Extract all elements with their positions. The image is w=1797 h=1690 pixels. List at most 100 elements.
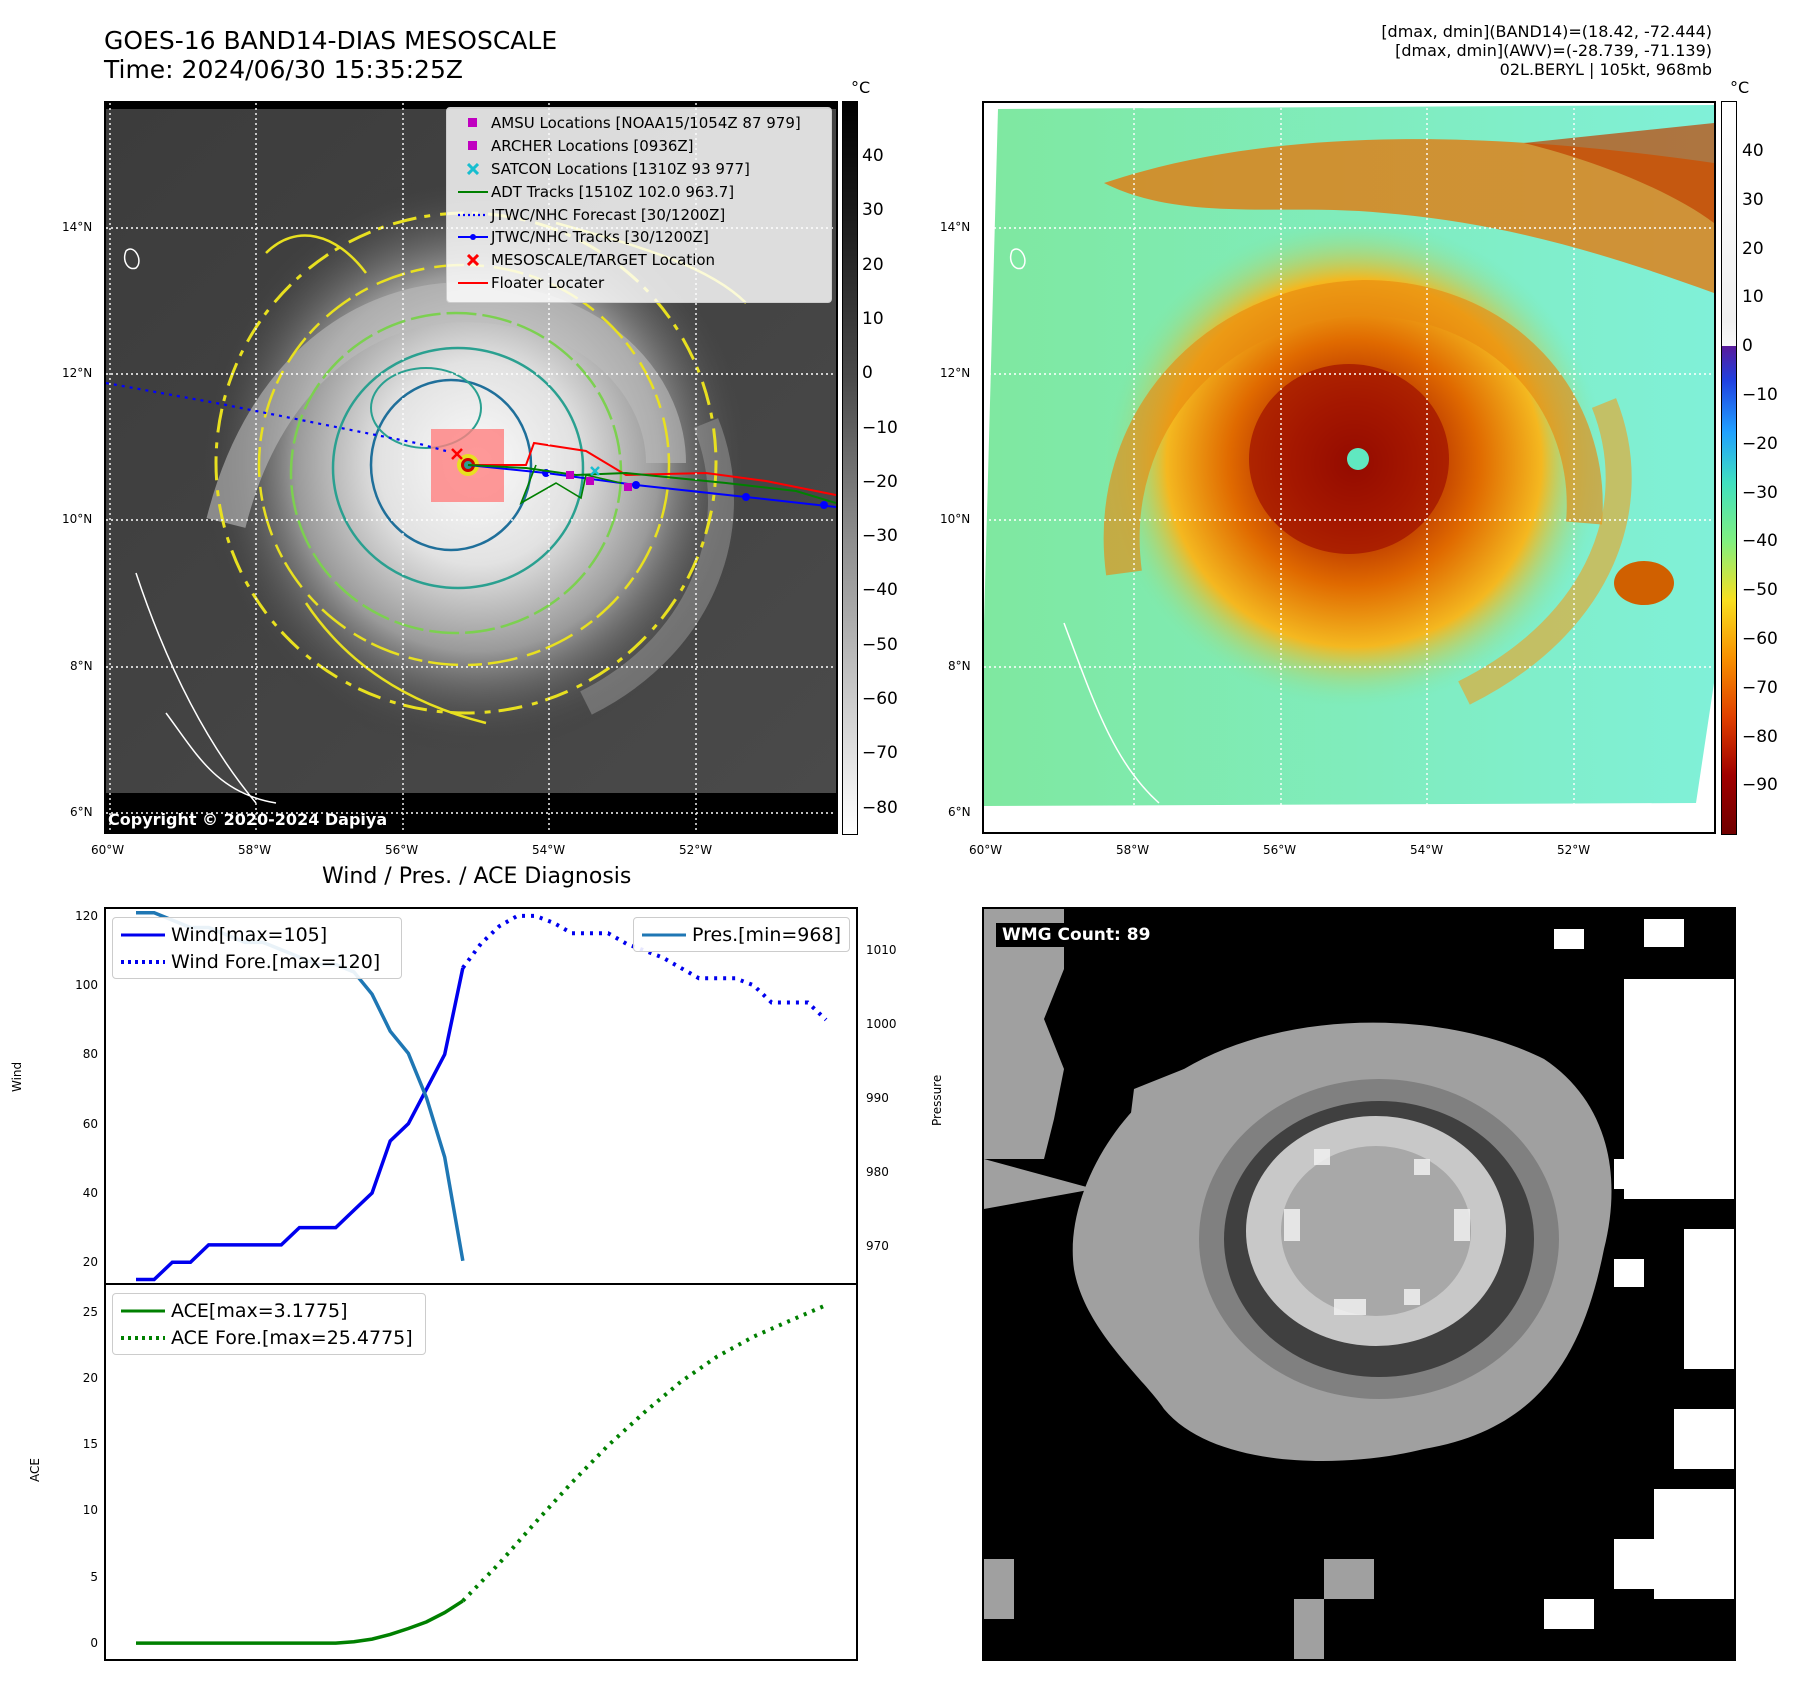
color-lon-label-56w: 56°W bbox=[1263, 843, 1297, 857]
gray-colorbar-tick: −50 bbox=[862, 634, 898, 655]
legend-wind: Wind[max=105] bbox=[121, 923, 328, 946]
gray-colorbar-tick: 0 bbox=[862, 363, 873, 384]
gray-colorbar-tick: 40 bbox=[862, 146, 884, 166]
color-lon-label-58w: 58°W bbox=[1116, 843, 1150, 857]
color-lon-label-52w: 52°W bbox=[1557, 843, 1591, 857]
gray-colorbar-tick: −40 bbox=[862, 580, 898, 601]
diagnosis-title: Wind / Pres. / ACE Diagnosis bbox=[322, 864, 632, 889]
ir-lat-label-12n: 12°N bbox=[62, 366, 93, 380]
color-colorbar-tick: −20 bbox=[1742, 433, 1778, 454]
color-colorbar-tick: −90 bbox=[1742, 775, 1778, 796]
gray-colorbar-unit: °C bbox=[851, 78, 871, 97]
ir-lat-label-8n: 8°N bbox=[70, 659, 93, 673]
wind-axis-tick: 100 bbox=[75, 978, 98, 993]
legend-archer: ARCHER Locations [0936Z] bbox=[455, 135, 823, 158]
ace-axis-tick: 15 bbox=[82, 1437, 98, 1452]
ace-axis-label: ACE bbox=[28, 1458, 42, 1482]
pressure-legend: Pres.[min=968] bbox=[633, 917, 850, 952]
wind-legend: Wind[max=105] Wind Fore.[max=120] bbox=[112, 917, 402, 979]
ace-axis-tick: 10 bbox=[82, 1503, 98, 1518]
gray-colorbar bbox=[842, 101, 858, 835]
title-time: Time: 2024/06/30 15:35:25Z bbox=[104, 55, 463, 84]
color-map-image bbox=[984, 103, 1714, 832]
wind-line bbox=[136, 967, 465, 1282]
color-colorbar-tick: 40 bbox=[1742, 141, 1764, 161]
wmg-image bbox=[984, 909, 1734, 1659]
pressure-axis-tick: 970 bbox=[866, 1238, 889, 1253]
legend-ace: ACE[max=3.1775] bbox=[121, 1299, 348, 1322]
ir-map-panel: AMSU Locations [NOAA15/1054Z 87 979] ARC… bbox=[104, 101, 838, 834]
color-gridlines bbox=[984, 103, 1714, 832]
pressure-axis-tick: 990 bbox=[866, 1090, 889, 1105]
wind-axis-label: Wind bbox=[10, 1061, 24, 1092]
color-lat-label-8n: 8°N bbox=[948, 659, 971, 673]
legend-floater: Floater Locater bbox=[458, 273, 605, 292]
copyright-label: Copyright © 2020-2024 Dapiya bbox=[108, 810, 388, 829]
color-colorbar-tick: −70 bbox=[1742, 677, 1778, 698]
legend-ace-forecast: ACE Fore.[max=25.4775] bbox=[121, 1326, 413, 1349]
pressure-axis-label: Pressure bbox=[930, 1074, 944, 1126]
ace-axis-tick: 25 bbox=[82, 1304, 98, 1319]
ir-lon-label-60w: 60°W bbox=[91, 843, 125, 857]
ir-lat-label-6n: 6°N bbox=[70, 805, 93, 819]
title-product: GOES-16 BAND14-DIAS MESOSCALE bbox=[104, 26, 558, 55]
ir-lat-label-10n: 10°N bbox=[62, 512, 93, 526]
ir-lon-label-52w: 52°W bbox=[679, 843, 713, 857]
gray-colorbar-tick: 10 bbox=[862, 308, 884, 329]
dmax-dmin-summary: [dmax, dmin](BAND14)=(18.42, -72.444) [d… bbox=[1381, 22, 1712, 79]
figure-title: GOES-16 BAND14-DIAS MESOSCALE Time: 2024… bbox=[104, 26, 557, 84]
color-colorbar-tick: 30 bbox=[1742, 189, 1764, 210]
color-colorbar-tick: −50 bbox=[1742, 580, 1778, 601]
ir-lon-label-54w: 54°W bbox=[532, 843, 566, 857]
ir-lon-label-56w: 56°W bbox=[385, 843, 419, 857]
color-colorbar-tick: 0 bbox=[1742, 336, 1753, 357]
awv-range: [dmax, dmin](AWV)=(-28.739, -71.139) bbox=[1395, 41, 1712, 60]
legend-tracks: JTWC/NHC Tracks [30/1200Z] bbox=[455, 226, 823, 249]
map-legend: AMSU Locations [NOAA15/1054Z 87 979] ARC… bbox=[446, 107, 832, 303]
pressure-axis-tick: 1010 bbox=[866, 942, 897, 957]
wmg-count-badge: WMG Count: 89 bbox=[996, 923, 1157, 947]
ace-line bbox=[136, 1599, 464, 1645]
color-colorbar-tick: −40 bbox=[1742, 531, 1778, 552]
gray-colorbar-tick: −80 bbox=[862, 797, 898, 818]
wmg-panel: WMG Count: 89 bbox=[982, 907, 1736, 1661]
legend-amsu: AMSU Locations [NOAA15/1054Z 87 979] bbox=[455, 112, 823, 135]
wind-pressure-panel: Wind[max=105] Wind Fore.[max=120] Pres.[… bbox=[104, 907, 858, 1285]
color-colorbar-tick: −10 bbox=[1742, 385, 1778, 405]
gray-colorbar-tick: −60 bbox=[862, 689, 898, 709]
color-colorbar-tick: −30 bbox=[1742, 482, 1778, 503]
gray-colorbar-tick: −10 bbox=[862, 417, 898, 438]
ace-panel: ACE[max=3.1775] ACE Fore.[max=25.4775] bbox=[104, 1283, 858, 1661]
gray-colorbar-tick: 20 bbox=[862, 254, 884, 275]
color-map-panel bbox=[982, 101, 1716, 834]
gray-colorbar-tick: −70 bbox=[862, 743, 898, 764]
ace-axis-tick: 0 bbox=[90, 1636, 98, 1651]
ace-legend: ACE[max=3.1775] ACE Fore.[max=25.4775] bbox=[112, 1293, 426, 1355]
gray-colorbar-tick: −20 bbox=[862, 471, 898, 492]
ace-axis-tick: 5 bbox=[90, 1569, 98, 1584]
legend-satcon: SATCON Locations [1310Z 93 977] bbox=[455, 158, 823, 181]
legend-wind-forecast: Wind Fore.[max=120] bbox=[121, 950, 381, 973]
gray-colorbar-tick: 30 bbox=[862, 200, 884, 221]
ace-axis-tick: 20 bbox=[82, 1370, 98, 1385]
wind-axis-tick: 40 bbox=[82, 1185, 98, 1200]
legend-pressure: Pres.[min=968] bbox=[642, 923, 841, 946]
color-colorbar bbox=[1721, 101, 1737, 835]
color-colorbar-unit: °C bbox=[1730, 78, 1750, 97]
wind-axis-tick: 20 bbox=[82, 1255, 98, 1270]
color-colorbar-tick: −60 bbox=[1742, 629, 1778, 649]
color-lat-label-6n: 6°N bbox=[948, 805, 971, 819]
legend-forecast: JTWC/NHC Forecast [30/1200Z] bbox=[458, 205, 726, 224]
ir-lat-label-14n: 14°N bbox=[62, 220, 93, 234]
color-colorbar-tick: 10 bbox=[1742, 287, 1764, 308]
band14-range: [dmax, dmin](BAND14)=(18.42, -72.444) bbox=[1381, 22, 1712, 41]
ace-forecast-line bbox=[461, 1303, 827, 1603]
pressure-axis-tick: 1000 bbox=[866, 1016, 897, 1031]
wind-axis-tick: 120 bbox=[75, 908, 98, 923]
color-lon-label-60w: 60°W bbox=[969, 843, 1003, 857]
ace-plot bbox=[136, 1303, 827, 1645]
wind-axis-tick: 60 bbox=[82, 1116, 98, 1131]
legend-target: MESOSCALE/TARGET Location bbox=[455, 249, 823, 272]
color-lon-label-54w: 54°W bbox=[1410, 843, 1444, 857]
legend-adt: ADT Tracks [1510Z 102.0 963.7] bbox=[458, 182, 735, 201]
